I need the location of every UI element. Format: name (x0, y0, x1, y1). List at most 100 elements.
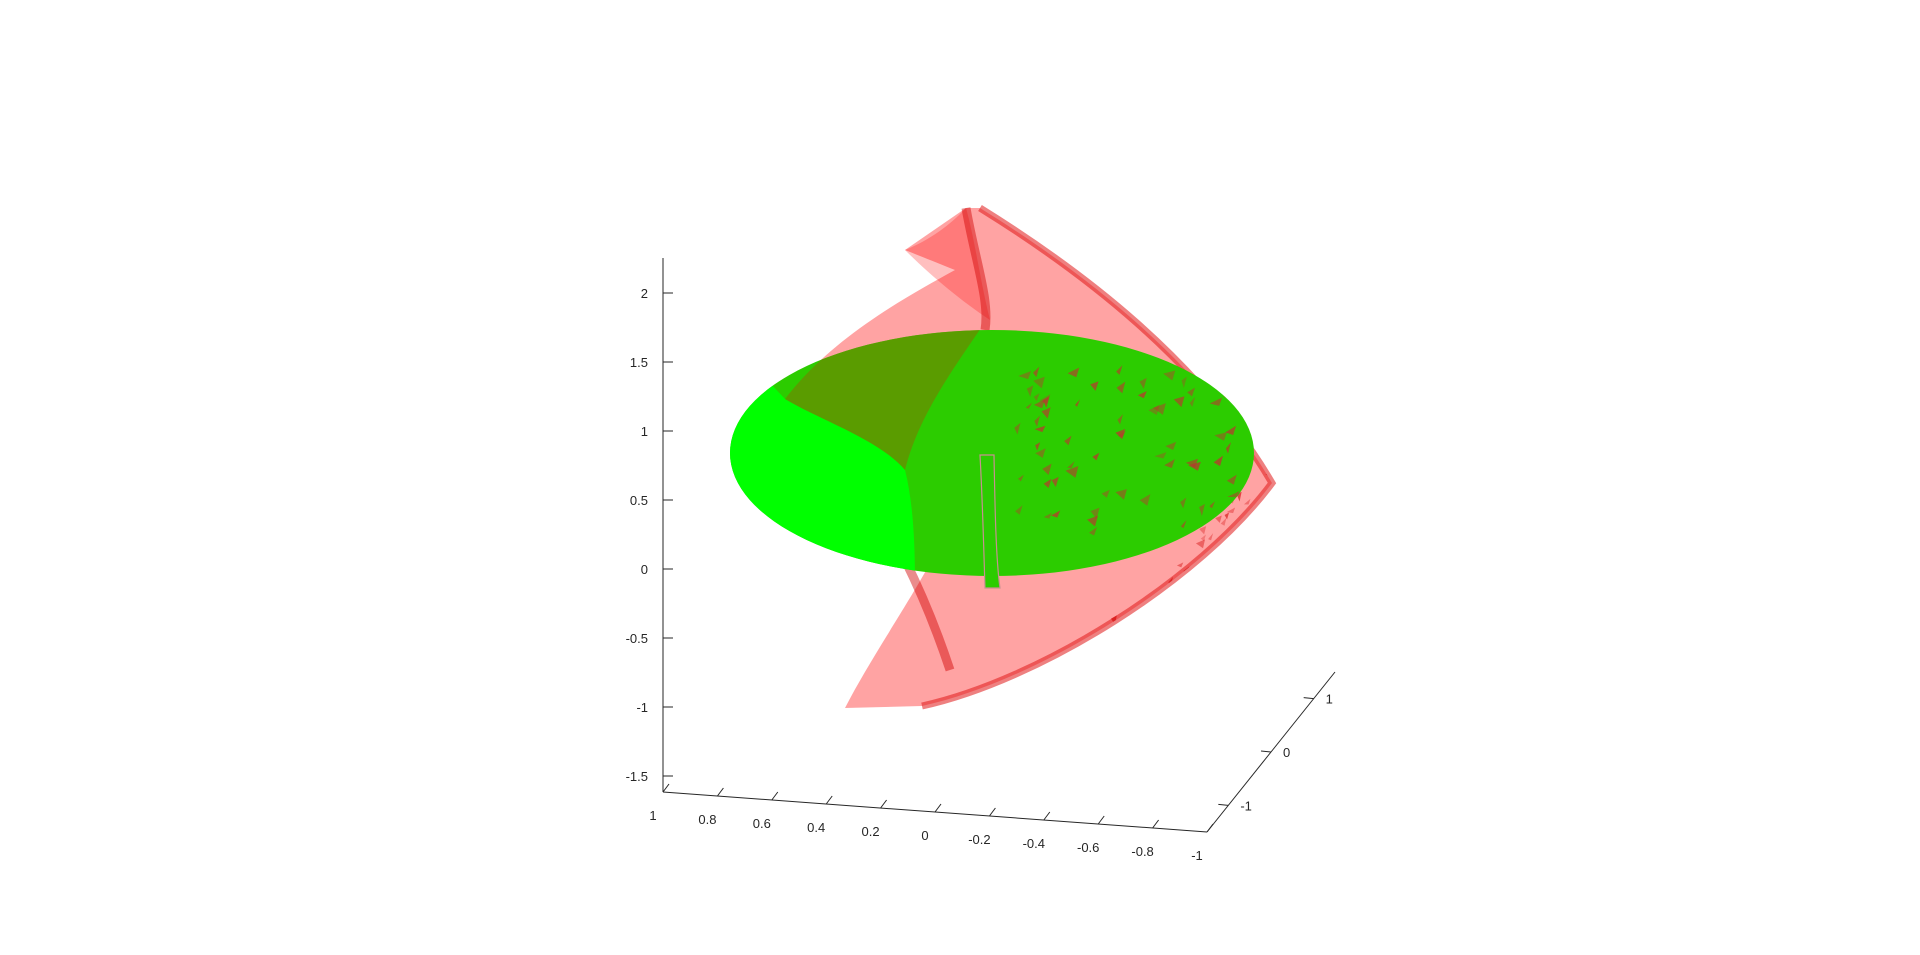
shell-fleck (1172, 636, 1179, 646)
shell-fleck (1126, 646, 1133, 655)
shell-fleck (1143, 281, 1151, 290)
disk-fleck (1035, 448, 1046, 458)
shell-fleck (1217, 563, 1224, 569)
shell-fleck (1222, 334, 1229, 343)
shell-fleck (1179, 282, 1189, 292)
disk-fleck (1087, 515, 1098, 527)
shell-fleck (1201, 588, 1207, 595)
shell-fleck (1121, 627, 1131, 637)
disk-fleck (1075, 399, 1081, 407)
shell-fleck (1123, 280, 1130, 287)
shell-fleck (1260, 383, 1270, 392)
shell-fleck (1192, 284, 1201, 295)
disk-fleck (1199, 504, 1205, 516)
shell-fleck (1202, 582, 1208, 589)
x-tick-mark (662, 783, 670, 793)
disk-fleck (1018, 370, 1032, 380)
shell-fleck (1186, 276, 1196, 283)
disk-fleck (1154, 452, 1167, 459)
disk-fleck (1137, 391, 1147, 399)
shell-fleck (1171, 284, 1182, 291)
shell-fleck (1208, 533, 1214, 541)
disk-fleck (1041, 407, 1051, 419)
shell-fleck (1197, 348, 1207, 354)
shell-fleck (1123, 641, 1129, 648)
disk-fleck (1034, 415, 1040, 427)
shell-fleck (1164, 290, 1169, 300)
shell-fleck (1196, 602, 1202, 613)
shell-fleck (1243, 541, 1250, 548)
disk-fleck (1067, 367, 1080, 378)
shell-fleck (1139, 253, 1146, 260)
disk-fleck (1042, 463, 1052, 475)
shell-fleck (1199, 526, 1207, 535)
shell-fleck (1195, 578, 1202, 587)
shell-fleck (1110, 615, 1117, 625)
shell-fleck (1176, 281, 1183, 290)
disk-fleck (1116, 381, 1126, 394)
shell-fleck (1229, 549, 1235, 556)
shell-fleck (1106, 630, 1112, 640)
z-axis-ticks: -1.5 -1 -0.5 0 0.5 1 1.5 2 (626, 286, 673, 784)
shell-fleck (1204, 564, 1215, 573)
disk-fleck (1034, 425, 1046, 433)
shell-fleck (1263, 440, 1272, 447)
disk-fleck (1043, 478, 1052, 489)
x-tick-mark (1206, 823, 1214, 833)
x-tick-label: -1 (1191, 848, 1203, 863)
disk-fleck (1185, 458, 1198, 468)
x-tick-mark (989, 807, 996, 817)
disk-fleck (1213, 455, 1224, 467)
shell-fleck (1177, 267, 1183, 275)
shell-fleck (1145, 628, 1152, 634)
shell-fleck (1154, 296, 1162, 307)
shell-outer-edge (921, 205, 1277, 710)
x-tick-label: 0 (921, 828, 928, 843)
shell-fleck (1206, 307, 1214, 315)
disk-fleck (1015, 505, 1023, 515)
disk-fleck (1033, 393, 1040, 401)
disk-fleck (1209, 397, 1223, 406)
disk-fleck (1117, 430, 1126, 438)
disk-fleck (1115, 429, 1126, 440)
shell-fleck (1171, 304, 1181, 312)
disk-fleck (1226, 474, 1237, 485)
shell-fleck (1194, 357, 1202, 365)
shell-fleck (1187, 295, 1197, 304)
shell-fleck (1222, 547, 1227, 558)
x-tick-mark (880, 799, 887, 809)
shell-fleck (1220, 517, 1227, 526)
shell-fleck (1243, 498, 1251, 505)
shell-fleck (1179, 585, 1186, 592)
shell-fleck (1231, 548, 1241, 557)
shell-fleck (1184, 279, 1190, 286)
shell-fleck (1192, 622, 1199, 631)
disk-fleck (1225, 425, 1237, 436)
shell-fleck (1166, 305, 1173, 313)
shell-fleck (1142, 305, 1149, 311)
disk-fleck (1042, 396, 1050, 408)
disk-fleck (1209, 501, 1215, 509)
shell-fleck (1142, 267, 1148, 276)
disk-fleck (1227, 491, 1240, 498)
y-tick-mark (1303, 697, 1314, 700)
z-tick-label: 1 (641, 424, 648, 439)
y-tick-label: -1 (1240, 798, 1252, 813)
x-tick-mark (1043, 811, 1051, 821)
disk-fleck (1051, 476, 1059, 488)
y-tick-mark (1260, 750, 1272, 753)
shell-fleck (1211, 364, 1218, 375)
shell-fleck (1268, 445, 1272, 452)
shell-fleck (1269, 442, 1272, 450)
disk-fleck (1025, 402, 1032, 409)
shell-fleck (1164, 304, 1170, 311)
disk-fleck (1148, 404, 1160, 416)
shell-fleck (1126, 266, 1134, 275)
disk-fleck (1139, 377, 1147, 389)
disk-fleck (1043, 512, 1053, 519)
disk-fleck (1033, 376, 1045, 389)
shell-fleck (1172, 303, 1183, 311)
x-tick-label: 0.6 (753, 816, 771, 831)
disk-fleck (1225, 442, 1232, 454)
